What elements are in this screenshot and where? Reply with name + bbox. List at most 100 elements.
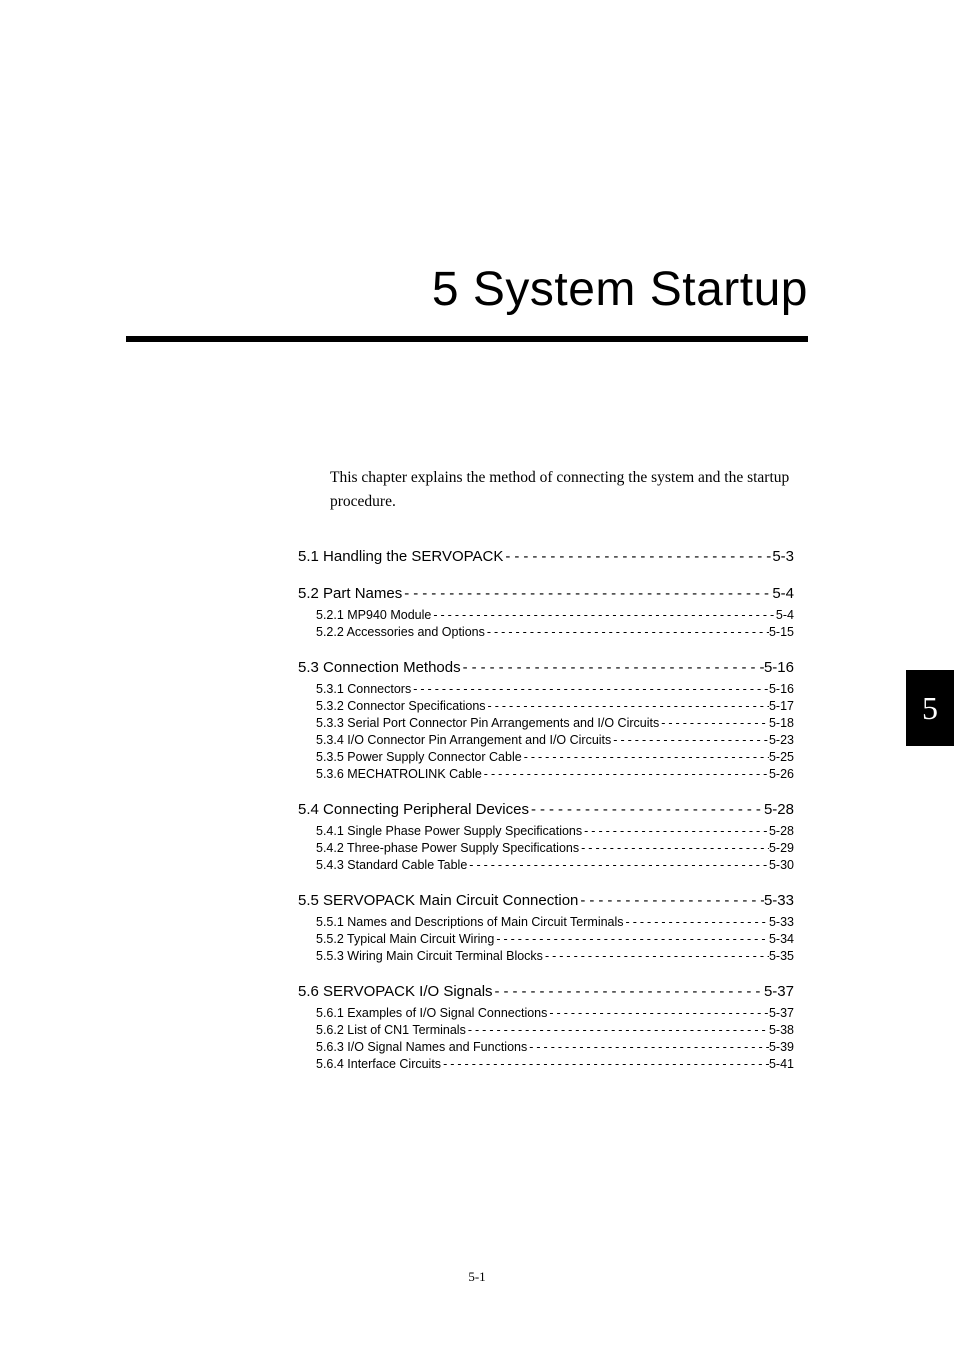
side-tab-number: 5	[922, 690, 938, 727]
toc-leader: ----------------------------------------…	[624, 915, 769, 929]
footer-page-number: 5-1	[0, 1269, 954, 1285]
toc-label: 5.4.1 Single Phase Power Supply Specific…	[316, 824, 582, 838]
toc-page-number: 5-30	[769, 858, 794, 872]
toc-label: 5.4 Connecting Peripheral Devices	[298, 801, 529, 818]
toc-page-number: 5-3	[772, 548, 794, 565]
toc-leader: ----------------------------------------…	[503, 548, 772, 565]
toc-entry-subsection[interactable]: 5.6.2 List of CN1 Terminals ------------…	[316, 1023, 794, 1037]
toc-leader: ----------------------------------------…	[611, 733, 769, 747]
toc-entry-section[interactable]: 5.3 Connection Methods -----------------…	[298, 659, 794, 676]
toc-entry-section[interactable]: 5.5 SERVOPACK Main Circuit Connection --…	[298, 892, 794, 909]
toc-entry-subsection[interactable]: 5.4.3 Standard Cable Table -------------…	[316, 858, 794, 872]
toc-section-group: 5.6 SERVOPACK I/O Signals --------------…	[298, 983, 794, 1071]
toc-label: 5.2.1 MP940 Module	[316, 608, 431, 622]
toc-leader: ----------------------------------------…	[494, 932, 769, 946]
toc-page-number: 5-35	[769, 949, 794, 963]
toc-label: 5.6.2 List of CN1 Terminals	[316, 1023, 466, 1037]
toc-entry-subsection[interactable]: 5.6.1 Examples of I/O Signal Connections…	[316, 1006, 794, 1020]
toc-page-number: 5-41	[769, 1057, 794, 1071]
page-container: 5 System Startup This chapter explains t…	[0, 0, 954, 1351]
toc-page-number: 5-33	[764, 892, 794, 909]
toc-label: 5.6.1 Examples of I/O Signal Connections	[316, 1006, 547, 1020]
toc-page-number: 5-18	[769, 716, 794, 730]
toc-leader: ----------------------------------------…	[467, 858, 769, 872]
toc-page-number: 5-28	[764, 801, 794, 818]
toc-label: 5.6.3 I/O Signal Names and Functions	[316, 1040, 527, 1054]
toc-entry-subsection[interactable]: 5.4.2 Three-phase Power Supply Specifica…	[316, 841, 794, 855]
toc-label: 5.6.4 Interface Circuits	[316, 1057, 441, 1071]
toc-entry-subsection[interactable]: 5.6.4 Interface Circuits ---------------…	[316, 1057, 794, 1071]
toc-page-number: 5-29	[769, 841, 794, 855]
intro-paragraph: This chapter explains the method of conn…	[330, 466, 800, 514]
toc-label: 5.1 Handling the SERVOPACK	[298, 548, 503, 565]
toc-page-number: 5-23	[769, 733, 794, 747]
toc-label: 5.3 Connection Methods	[298, 659, 461, 676]
toc-page-number: 5-25	[769, 750, 794, 764]
toc-leader: ----------------------------------------…	[527, 1040, 769, 1054]
toc-leader: ----------------------------------------…	[486, 699, 769, 713]
toc-page-number: 5-38	[769, 1023, 794, 1037]
toc-leader: ----------------------------------------…	[461, 659, 764, 676]
toc-leader: ----------------------------------------…	[485, 625, 769, 639]
toc-leader: ----------------------------------------…	[466, 1023, 769, 1037]
toc-label: 5.3.5 Power Supply Connector Cable	[316, 750, 522, 764]
toc-entry-subsection[interactable]: 5.2.1 MP940 Module ---------------------…	[316, 608, 794, 622]
toc-leader: ----------------------------------------…	[578, 892, 764, 909]
toc-label: 5.3.6 MECHATROLINK Cable	[316, 767, 482, 781]
title-rule	[126, 336, 808, 342]
toc-page-number: 5-37	[769, 1006, 794, 1020]
toc-label: 5.3.4 I/O Connector Pin Arrangement and …	[316, 733, 611, 747]
toc-page-number: 5-39	[769, 1040, 794, 1054]
toc-entry-section[interactable]: 5.4 Connecting Peripheral Devices ------…	[298, 801, 794, 818]
toc-page-number: 5-4	[776, 608, 794, 622]
toc-leader: ----------------------------------------…	[579, 841, 769, 855]
toc-label: 5.6 SERVOPACK I/O Signals	[298, 983, 493, 1000]
toc-label: 5.5.1 Names and Descriptions of Main Cir…	[316, 915, 624, 929]
toc-label: 5.4.2 Three-phase Power Supply Specifica…	[316, 841, 579, 855]
toc-leader: ----------------------------------------…	[582, 824, 769, 838]
toc-page-number: 5-34	[769, 932, 794, 946]
toc-label: 5.4.3 Standard Cable Table	[316, 858, 467, 872]
toc-entry-subsection[interactable]: 5.5.1 Names and Descriptions of Main Cir…	[316, 915, 794, 929]
toc-entry-subsection[interactable]: 5.6.3 I/O Signal Names and Functions ---…	[316, 1040, 794, 1054]
toc-label: 5.2 Part Names	[298, 585, 402, 602]
chapter-title: 5 System Startup	[432, 262, 808, 317]
toc-entry-subsection[interactable]: 5.5.2 Typical Main Circuit Wiring ------…	[316, 932, 794, 946]
toc-leader: ----------------------------------------…	[547, 1006, 769, 1020]
toc-section-group: 5.2 Part Names -------------------------…	[298, 585, 794, 639]
toc-label: 5.5.3 Wiring Main Circuit Terminal Block…	[316, 949, 543, 963]
toc-label: 5.5.2 Typical Main Circuit Wiring	[316, 932, 494, 946]
toc-page-number: 5-33	[769, 915, 794, 929]
toc-entry-subsection[interactable]: 5.2.2 Accessories and Options ----------…	[316, 625, 794, 639]
toc-entry-subsection[interactable]: 5.4.1 Single Phase Power Supply Specific…	[316, 824, 794, 838]
toc-section-group: 5.1 Handling the SERVOPACK -------------…	[298, 548, 794, 565]
toc-leader: ----------------------------------------…	[431, 608, 776, 622]
toc-leader: ----------------------------------------…	[529, 801, 764, 818]
toc-page-number: 5-16	[769, 682, 794, 696]
table-of-contents: 5.1 Handling the SERVOPACK -------------…	[298, 548, 794, 1071]
toc-section-group: 5.5 SERVOPACK Main Circuit Connection --…	[298, 892, 794, 963]
toc-leader: ----------------------------------------…	[482, 767, 769, 781]
toc-entry-subsection[interactable]: 5.3.2 Connector Specifications ---------…	[316, 699, 794, 713]
toc-page-number: 5-26	[769, 767, 794, 781]
toc-entry-subsection[interactable]: 5.3.6 MECHATROLINK Cable ---------------…	[316, 767, 794, 781]
toc-leader: ----------------------------------------…	[543, 949, 769, 963]
toc-leader: ----------------------------------------…	[522, 750, 769, 764]
toc-entry-subsection[interactable]: 5.3.4 I/O Connector Pin Arrangement and …	[316, 733, 794, 747]
toc-entry-section[interactable]: 5.6 SERVOPACK I/O Signals --------------…	[298, 983, 794, 1000]
toc-entry-subsection[interactable]: 5.3.3 Serial Port Connector Pin Arrangem…	[316, 716, 794, 730]
toc-page-number: 5-4	[772, 585, 794, 602]
toc-label: 5.3.1 Connectors	[316, 682, 411, 696]
toc-entry-section[interactable]: 5.2 Part Names -------------------------…	[298, 585, 794, 602]
toc-section-group: 5.4 Connecting Peripheral Devices ------…	[298, 801, 794, 872]
toc-label: 5.2.2 Accessories and Options	[316, 625, 485, 639]
toc-label: 5.5 SERVOPACK Main Circuit Connection	[298, 892, 578, 909]
toc-entry-subsection[interactable]: 5.3.5 Power Supply Connector Cable -----…	[316, 750, 794, 764]
toc-leader: ----------------------------------------…	[411, 682, 769, 696]
toc-section-group: 5.3 Connection Methods -----------------…	[298, 659, 794, 781]
toc-entry-section[interactable]: 5.1 Handling the SERVOPACK -------------…	[298, 548, 794, 565]
toc-page-number: 5-37	[764, 983, 794, 1000]
toc-entry-subsection[interactable]: 5.3.1 Connectors -----------------------…	[316, 682, 794, 696]
toc-label: 5.3.3 Serial Port Connector Pin Arrangem…	[316, 716, 659, 730]
toc-entry-subsection[interactable]: 5.5.3 Wiring Main Circuit Terminal Block…	[316, 949, 794, 963]
